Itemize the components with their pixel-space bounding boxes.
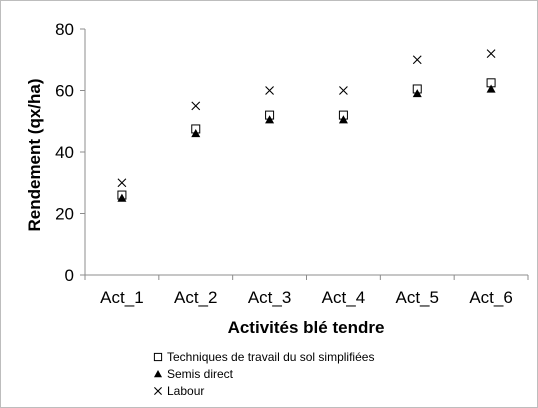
- x-tick-label: Act_4: [322, 288, 365, 307]
- y-tick-label: 80: [55, 20, 74, 39]
- data-point-cross: [265, 86, 274, 95]
- data-point-cross: [191, 101, 201, 111]
- legend-marker-filled-triangle: [153, 369, 163, 378]
- data-point-cross: [486, 49, 496, 58]
- data-point-filled-triangle: [486, 84, 496, 93]
- data-point-filled-triangle: [412, 89, 422, 98]
- data-point-cross: [117, 178, 127, 188]
- x-tick-label: Act_5: [396, 288, 439, 307]
- x-tick-label: Act_6: [469, 288, 512, 307]
- x-tick-label: Act_1: [100, 288, 143, 307]
- legend-label: Techniques de travail du sol simplifiées: [167, 350, 374, 364]
- x-tick-label: Act_2: [174, 288, 217, 307]
- data-point-filled-triangle: [338, 115, 348, 124]
- y-tick-label: 60: [55, 82, 74, 101]
- legend-label: Semis direct: [167, 367, 234, 381]
- data-point-filled-triangle: [117, 193, 127, 202]
- y-tick-labels: 0 20 40 60 80: [55, 20, 74, 285]
- data-point-cross: [412, 55, 422, 65]
- data-points: [117, 49, 496, 202]
- x-axis-title: Activités blé tendre: [228, 318, 385, 337]
- legend-marker-cross: [154, 387, 162, 395]
- y-tick-label: 40: [55, 143, 74, 162]
- legend: Techniques de travail du sol simplifiées…: [153, 350, 374, 398]
- y-tick-label: 0: [65, 266, 74, 285]
- y-axis-title: Rendement (qx/ha): [25, 78, 44, 231]
- legend-label: Labour: [167, 384, 204, 398]
- y-tick-label: 20: [55, 205, 74, 224]
- data-point-filled-triangle: [191, 129, 201, 138]
- axes: [80, 28, 529, 280]
- data-point-cross: [339, 86, 348, 95]
- data-point-filled-triangle: [265, 115, 275, 124]
- x-tick-labels: Act_1 Act_2 Act_3 Act_4 Act_5 Act_6: [100, 288, 513, 307]
- legend-marker-open-square: [153, 352, 163, 362]
- x-tick-label: Act_3: [248, 288, 291, 307]
